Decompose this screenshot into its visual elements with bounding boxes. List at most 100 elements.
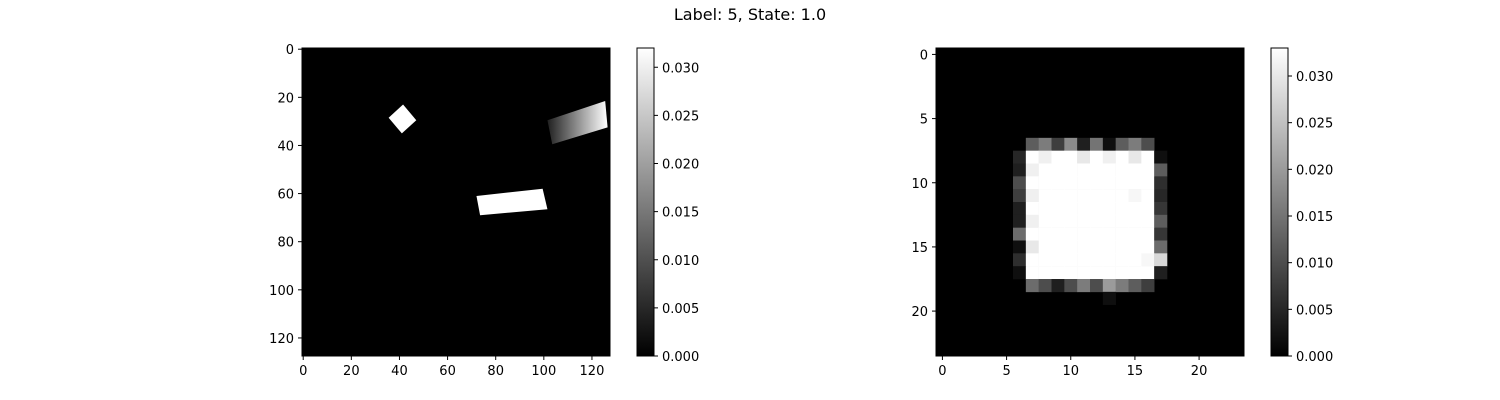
heatmap-cell <box>1051 279 1065 293</box>
heatmap-cell <box>1051 137 1065 151</box>
y-tick-label: 100 <box>269 284 294 299</box>
heatmap-cell <box>1141 189 1155 203</box>
heatmap-cell <box>1102 163 1116 177</box>
heatmap-cell <box>1064 266 1078 280</box>
x-tick-label: 0 <box>299 364 307 379</box>
x-tick-label: 15 <box>1127 364 1144 379</box>
heatmap-cell <box>1141 253 1155 267</box>
colorbar-tick-label: 0.015 <box>662 206 699 221</box>
heatmap-cell <box>1038 253 1052 267</box>
heatmap-cell <box>1038 266 1052 280</box>
heatmap-cell <box>1077 163 1091 177</box>
colorbar-tick-label: 0.030 <box>1296 70 1333 85</box>
colorbar-tick-label: 0.010 <box>662 254 699 269</box>
heatmap-cell <box>1077 189 1091 203</box>
heatmap-cell <box>1025 214 1039 228</box>
colorbar-tick-label: 0.030 <box>662 61 699 76</box>
heatmap-cell <box>1064 137 1078 151</box>
heatmap-cell <box>1102 240 1116 254</box>
heatmap-content <box>388 100 608 216</box>
heatmap-cell <box>1013 176 1027 190</box>
x-tick-label: 60 <box>439 364 456 379</box>
heatmap-cell <box>1141 150 1155 164</box>
heatmap-cell <box>1064 227 1078 241</box>
heatmap-cell <box>1154 240 1168 254</box>
heatmap-cell <box>1038 240 1052 254</box>
y-tick-label: 5 <box>920 113 928 128</box>
heatmap-cell <box>1090 202 1104 216</box>
heatmap-cell <box>1090 279 1104 293</box>
heatmap-cell <box>1154 253 1168 267</box>
heatmap-cell <box>1128 240 1142 254</box>
y-tick-label: 15 <box>911 241 928 256</box>
heatmap-cell <box>1141 163 1155 177</box>
heatmap-cell <box>1154 266 1168 280</box>
heatmap-cell <box>1115 150 1129 164</box>
heatmap-cell <box>1090 137 1104 151</box>
heatmap-cell <box>1051 253 1065 267</box>
heatmap-cell <box>1141 279 1155 293</box>
heatmap-cell <box>1102 266 1116 280</box>
heatmap-cell <box>1128 137 1142 151</box>
y-tick-label: 60 <box>277 188 294 203</box>
heatmap-cell <box>1025 266 1039 280</box>
heatmap-cell <box>1141 240 1155 254</box>
colorbar-tick-label: 0.005 <box>1296 303 1333 318</box>
colorbar <box>636 47 655 357</box>
heatmap-shape-gradient-bar <box>547 100 608 145</box>
heatmap-cell <box>1102 253 1116 267</box>
heatmap-panel-left: 0 20 40 60 80 100 120 0 20 40 60 80 100 120 0.000 0.005… <box>269 43 699 379</box>
heatmap-cell <box>1038 202 1052 216</box>
heatmap-cell <box>1077 202 1091 216</box>
heatmap-cell <box>1141 176 1155 190</box>
heatmap-cell <box>1077 176 1091 190</box>
y-tick-label: 120 <box>269 332 294 347</box>
heatmap-cell <box>1115 189 1129 203</box>
heatmap-cell <box>1013 163 1027 177</box>
heatmap-cell <box>1064 214 1078 228</box>
heatmap-cell <box>1038 227 1052 241</box>
heatmap-cell <box>1090 240 1104 254</box>
heatmap-cell <box>1038 279 1052 293</box>
heatmap-cell <box>1013 240 1027 254</box>
heatmap-cell <box>1090 189 1104 203</box>
heatmap-cell <box>1038 176 1052 190</box>
heatmap-cell <box>1128 279 1142 293</box>
heatmap-cell <box>1090 163 1104 177</box>
x-tick-label: 10 <box>1062 364 1079 379</box>
heatmap-cell <box>1115 253 1129 267</box>
colorbar-tick-label: 0.005 <box>662 302 699 317</box>
heatmap-cell <box>1102 227 1116 241</box>
axes-frame <box>935 47 1245 357</box>
y-tick-label: 20 <box>277 91 294 106</box>
y-tick-label: 40 <box>277 139 294 154</box>
heatmap-cell <box>1115 266 1129 280</box>
heatmap-cell <box>1128 202 1142 216</box>
heatmap-cell <box>1077 227 1091 241</box>
heatmap-cell <box>1025 240 1039 254</box>
heatmap-cell <box>1090 176 1104 190</box>
heatmap-cell <box>1077 240 1091 254</box>
heatmap-cell <box>1025 227 1039 241</box>
heatmap-cell <box>1154 202 1168 216</box>
y-tick-label: 0 <box>286 43 294 58</box>
heatmap-cell <box>1077 279 1091 293</box>
colorbar-tick-label: 0.015 <box>1296 210 1333 225</box>
heatmap-cell <box>1102 189 1116 203</box>
heatmap-cell <box>1025 163 1039 177</box>
colorbar <box>1270 47 1289 357</box>
heatmap-cell <box>1051 240 1065 254</box>
heatmap-cell <box>1064 163 1078 177</box>
heatmap-shape-small-square <box>388 104 417 134</box>
y-tick-label: 20 <box>911 305 928 320</box>
heatmap-shape-wide-bar <box>476 188 548 216</box>
heatmap-cell <box>1064 240 1078 254</box>
colorbar-tick-label: 0.000 <box>662 350 699 365</box>
heatmap-cell <box>1013 202 1027 216</box>
heatmap-cell <box>1064 176 1078 190</box>
heatmap-cell <box>1077 266 1091 280</box>
heatmap-cell <box>1154 214 1168 228</box>
x-tick-label: 100 <box>531 364 556 379</box>
heatmap-background <box>302 48 610 356</box>
heatmap-cell <box>1141 137 1155 151</box>
